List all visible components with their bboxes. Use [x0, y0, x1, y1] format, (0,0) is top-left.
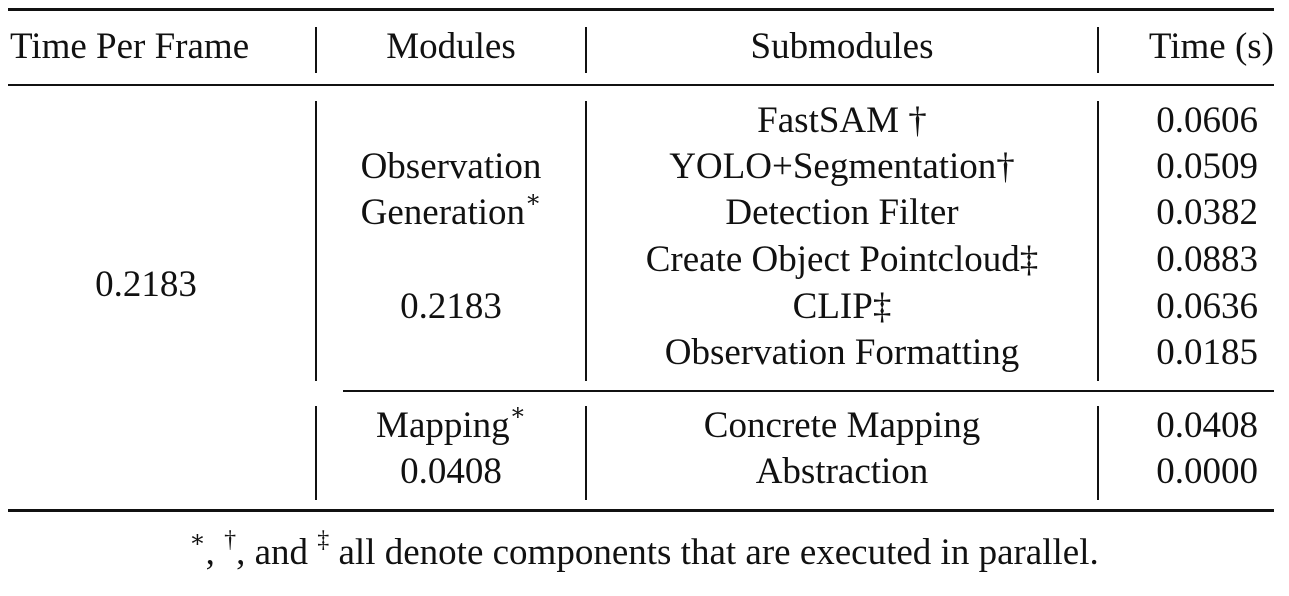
submodule-observation-formatting: Observation Formatting — [664, 332, 1020, 373]
bottom-rule — [8, 509, 1274, 512]
group2-divider-2 — [585, 406, 587, 500]
time-detection-filter: 0.0382 — [1156, 192, 1258, 233]
group1-divider-2 — [585, 101, 587, 381]
submodule-fastsam: FastSAM † — [757, 100, 927, 141]
module-mapping: Mapping∗ — [376, 399, 526, 446]
header-divider-1 — [315, 27, 317, 73]
header-time-per-frame: Time Per Frame — [10, 26, 250, 67]
module-observation-line1: Observation — [360, 146, 542, 187]
module-observation-line2: Generation∗ — [360, 186, 542, 233]
header-time: Time (s) — [1148, 26, 1274, 67]
submodule-detection-filter: Detection Filter — [725, 192, 959, 233]
table-footnote: ∗, †, and ‡ all denote components that a… — [189, 526, 1099, 573]
footnote-mark-asterisk: ∗ — [189, 526, 206, 553]
submodule-yolo-segmentation: YOLO+Segmentation† — [669, 146, 1015, 187]
submodule-abstraction: Abstraction — [755, 451, 929, 492]
submodule-concrete-mapping: Concrete Mapping — [703, 405, 981, 446]
submodule-clip: CLIP‡ — [792, 286, 892, 327]
time-per-frame-value: 0.2183 — [95, 264, 197, 305]
header-divider-3 — [1097, 27, 1099, 73]
group2-divider-3 — [1097, 406, 1099, 500]
group-separator-rule — [343, 390, 1274, 392]
time-concrete-mapping: 0.0408 — [1156, 405, 1258, 446]
header-submodules: Submodules — [750, 26, 934, 67]
time-yolo-segmentation: 0.0509 — [1156, 146, 1258, 187]
footnote-mark-double-dagger: ‡ — [317, 526, 330, 553]
group1-divider-3 — [1097, 101, 1099, 381]
module-mapping-time: 0.0408 — [400, 451, 502, 492]
time-clip: 0.0636 — [1156, 286, 1258, 327]
time-observation-formatting: 0.0185 — [1156, 332, 1258, 373]
submodule-create-object-pointcloud: Create Object Pointcloud‡ — [645, 239, 1039, 280]
header-divider-2 — [585, 27, 587, 73]
header-rule — [8, 84, 1274, 86]
footnote-mark-dagger: † — [224, 526, 237, 553]
time-fastsam: 0.0606 — [1156, 100, 1258, 141]
time-abstraction: 0.0000 — [1156, 451, 1258, 492]
top-rule — [8, 8, 1274, 11]
header-modules: Modules — [386, 26, 516, 67]
time-create-object-pointcloud: 0.0883 — [1156, 239, 1258, 280]
module-observation-time: 0.2183 — [400, 286, 502, 327]
group2-divider-1 — [315, 406, 317, 500]
module-observation-mark: ∗ — [525, 186, 542, 213]
module-mapping-mark: ∗ — [509, 399, 526, 426]
group1-divider-1 — [315, 101, 317, 381]
